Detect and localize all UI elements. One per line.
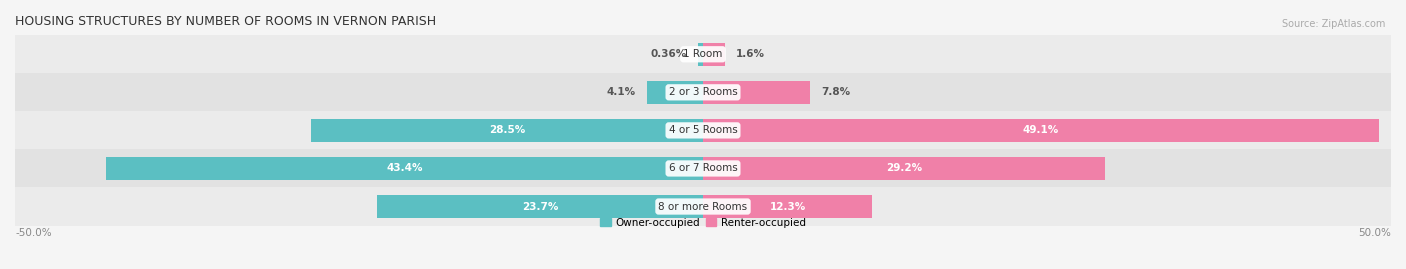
Text: Source: ZipAtlas.com: Source: ZipAtlas.com bbox=[1281, 19, 1385, 29]
Text: 49.1%: 49.1% bbox=[1022, 125, 1059, 135]
Bar bbox=[15, 187, 1391, 225]
Text: 43.4%: 43.4% bbox=[387, 164, 423, 174]
Bar bbox=[105, 157, 703, 180]
Text: 2 or 3 Rooms: 2 or 3 Rooms bbox=[669, 87, 737, 97]
Legend: Owner-occupied, Renter-occupied: Owner-occupied, Renter-occupied bbox=[596, 214, 810, 232]
Text: 6 or 7 Rooms: 6 or 7 Rooms bbox=[669, 164, 737, 174]
Text: 1 Room: 1 Room bbox=[683, 49, 723, 59]
Bar bbox=[703, 81, 810, 104]
Bar bbox=[647, 81, 703, 104]
Text: 50.0%: 50.0% bbox=[1358, 228, 1391, 238]
Text: 4.1%: 4.1% bbox=[606, 87, 636, 97]
Bar bbox=[15, 149, 1391, 187]
Text: 29.2%: 29.2% bbox=[886, 164, 922, 174]
Text: 23.7%: 23.7% bbox=[522, 201, 558, 211]
Text: 8 or more Rooms: 8 or more Rooms bbox=[658, 201, 748, 211]
Text: 7.8%: 7.8% bbox=[821, 87, 851, 97]
Bar bbox=[311, 119, 703, 142]
Text: 0.36%: 0.36% bbox=[651, 49, 688, 59]
Text: 1.6%: 1.6% bbox=[735, 49, 765, 59]
Text: 28.5%: 28.5% bbox=[489, 125, 524, 135]
Bar bbox=[15, 111, 1391, 149]
Text: 12.3%: 12.3% bbox=[769, 201, 806, 211]
Bar bbox=[703, 157, 1105, 180]
Bar bbox=[377, 195, 703, 218]
Bar bbox=[703, 43, 725, 66]
Bar bbox=[15, 35, 1391, 73]
Text: HOUSING STRUCTURES BY NUMBER OF ROOMS IN VERNON PARISH: HOUSING STRUCTURES BY NUMBER OF ROOMS IN… bbox=[15, 15, 436, 28]
Bar bbox=[703, 195, 872, 218]
Bar bbox=[697, 43, 703, 66]
Text: -50.0%: -50.0% bbox=[15, 228, 52, 238]
Text: 4 or 5 Rooms: 4 or 5 Rooms bbox=[669, 125, 737, 135]
Bar bbox=[15, 73, 1391, 111]
Bar bbox=[703, 119, 1379, 142]
